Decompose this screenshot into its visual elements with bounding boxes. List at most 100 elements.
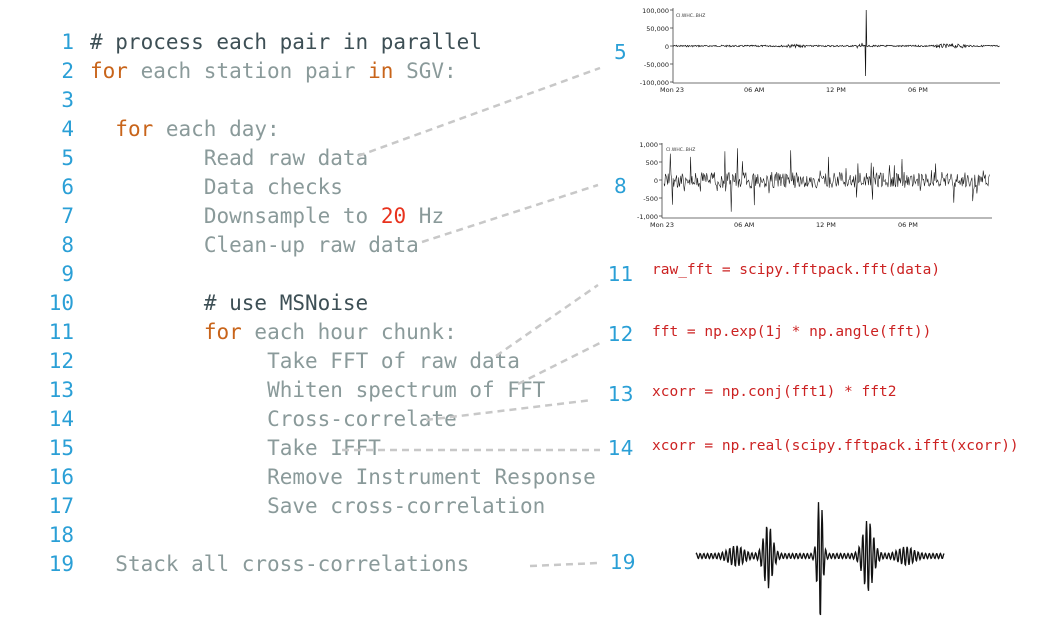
keyword-token: for bbox=[115, 117, 154, 141]
line-number: 18 bbox=[48, 523, 74, 547]
line-number: 12 bbox=[48, 349, 74, 373]
raw-y-tick-4: -100,000 bbox=[640, 79, 669, 87]
raw-x-tick-0: Mon 23 bbox=[660, 86, 684, 94]
code-token: Hz bbox=[406, 204, 445, 228]
clean-y-tick-2: 0 bbox=[654, 177, 658, 185]
code-token: Save cross-correlation bbox=[267, 494, 546, 518]
number-token: 20 bbox=[380, 204, 407, 228]
stack-trace bbox=[695, 502, 945, 616]
raw-plot-legend: CI.WHC..BHZ bbox=[676, 13, 705, 19]
code-token: each day: bbox=[153, 117, 280, 141]
raw-y-tick-2: 0 bbox=[665, 43, 669, 51]
connector-line-19 bbox=[529, 561, 599, 568]
code-snippet-xcorr: xcorr = np.conj(fft1) * fft2 bbox=[652, 384, 897, 400]
code-snippet-fft: raw_fft = scipy.fftpack.fft(data) bbox=[652, 262, 941, 278]
line-number: 15 bbox=[48, 436, 74, 460]
clean-plot-legend: CI.WHC..BHZ bbox=[666, 147, 695, 153]
step-label-19: 19 bbox=[610, 550, 636, 574]
keyword-token: in bbox=[368, 59, 394, 83]
line-number: 17 bbox=[48, 494, 74, 518]
code-token: Downsample to bbox=[203, 204, 381, 228]
line-number: 6 bbox=[61, 175, 74, 199]
clean-x-tick-0: Mon 23 bbox=[650, 221, 674, 229]
step-label-8: 8 bbox=[614, 174, 627, 198]
code-token: Stack all cross-correlations bbox=[115, 552, 470, 576]
code-text: for each station pair in SGV: bbox=[90, 57, 457, 86]
code-text: Read raw data bbox=[204, 144, 368, 173]
code-token: each hour chunk: bbox=[241, 320, 457, 344]
code-text: Downsample to 20 Hz bbox=[204, 202, 444, 231]
keyword-token: for bbox=[90, 59, 128, 83]
code-text: Take IFFT bbox=[267, 434, 381, 463]
line-number: 3 bbox=[61, 88, 74, 112]
clean-y-tick-1: 500 bbox=[646, 159, 658, 167]
raw-x-tick-1: 06 AM bbox=[744, 86, 764, 94]
keyword-token: for bbox=[203, 320, 242, 344]
line-number: 16 bbox=[48, 465, 74, 489]
line-number: 14 bbox=[48, 407, 74, 431]
code-text: Stack all cross-correlations bbox=[115, 550, 469, 579]
raw-trace bbox=[672, 9, 1000, 77]
line-number: 9 bbox=[61, 262, 74, 286]
raw-seismogram-plot: 100,000 50,000 0 -50,000 -100,000 CI.WHC… bbox=[640, 7, 1000, 94]
code-token: each station pair bbox=[127, 59, 369, 83]
raw-y-tick-1: 50,000 bbox=[646, 25, 669, 33]
clean-y-tick-0: 1,000 bbox=[639, 141, 658, 149]
code-token: Remove Instrument Response bbox=[267, 465, 596, 489]
code-text: Save cross-correlation bbox=[267, 492, 545, 521]
step-label-5: 5 bbox=[614, 40, 627, 64]
code-token: # use MSNoise bbox=[203, 291, 369, 315]
code-text: Clean-up raw data bbox=[204, 231, 419, 260]
connector-line-8 bbox=[421, 183, 599, 244]
clean-y-tick-4: -1,000 bbox=[637, 213, 658, 221]
clean-x-tick-3: 06 PM bbox=[898, 221, 918, 229]
code-text: for each day: bbox=[115, 115, 279, 144]
code-snippet-whiten: fft = np.exp(1j * np.angle(fft)) bbox=[652, 324, 932, 340]
step-label-13: 13 bbox=[608, 382, 634, 406]
code-text: Remove Instrument Response bbox=[267, 463, 596, 492]
line-number: 13 bbox=[48, 378, 74, 402]
code-token: Read raw data bbox=[203, 146, 369, 170]
code-text: Cross-correlate bbox=[267, 405, 457, 434]
raw-x-tick-3: 06 PM bbox=[908, 86, 928, 94]
line-number: 8 bbox=[61, 233, 74, 257]
raw-y-tick-0: 100,000 bbox=[642, 7, 669, 15]
line-number: 5 bbox=[61, 146, 74, 170]
connector-line-13 bbox=[425, 398, 593, 422]
clean-y-tick-3: -500 bbox=[643, 195, 658, 203]
clean-x-tick-2: 12 PM bbox=[816, 221, 836, 229]
connector-line-5 bbox=[357, 66, 601, 158]
stacked-cross-correlation-waveform bbox=[695, 502, 945, 616]
line-number: 4 bbox=[61, 117, 74, 141]
code-token: Whiten spectrum of FFT bbox=[267, 378, 546, 402]
clean-x-tick-1: 06 AM bbox=[734, 221, 754, 229]
line-number: 1 bbox=[61, 30, 74, 54]
code-token: # process each pair in parallel bbox=[90, 30, 482, 54]
code-token: Cross-correlate bbox=[267, 407, 457, 431]
code-token: Data checks bbox=[203, 175, 343, 199]
code-text: for each hour chunk: bbox=[204, 318, 457, 347]
step-label-12: 12 bbox=[608, 322, 634, 346]
line-number: 19 bbox=[48, 552, 74, 576]
line-number: 2 bbox=[61, 59, 74, 83]
line-number: 7 bbox=[61, 204, 74, 228]
line-number: 11 bbox=[48, 320, 74, 344]
step-label-14: 14 bbox=[608, 436, 634, 460]
code-text: Data checks bbox=[204, 173, 343, 202]
raw-x-tick-2: 12 PM bbox=[826, 86, 846, 94]
clean-seismogram-plot: 1,000 500 0 -500 -1,000 CI.WHC..BHZ Mon … bbox=[637, 141, 992, 229]
clean-trace bbox=[663, 148, 990, 212]
code-token: Take FFT of raw data bbox=[267, 349, 520, 373]
code-token: Clean-up raw data bbox=[203, 233, 419, 257]
step-label-11: 11 bbox=[608, 262, 634, 286]
code-text: # process each pair in parallel bbox=[90, 28, 482, 57]
raw-y-tick-3: -50,000 bbox=[644, 61, 669, 69]
line-number: 10 bbox=[48, 291, 74, 315]
code-text: Whiten spectrum of FFT bbox=[267, 376, 545, 405]
connector-line-12 bbox=[517, 341, 601, 386]
code-snippet-ifft: xcorr = np.real(scipy.fftpack.ifft(xcorr… bbox=[652, 438, 1019, 454]
code-token: Take IFFT bbox=[267, 436, 381, 460]
connector-line-11 bbox=[495, 283, 599, 358]
code-token: SGV: bbox=[393, 59, 457, 83]
